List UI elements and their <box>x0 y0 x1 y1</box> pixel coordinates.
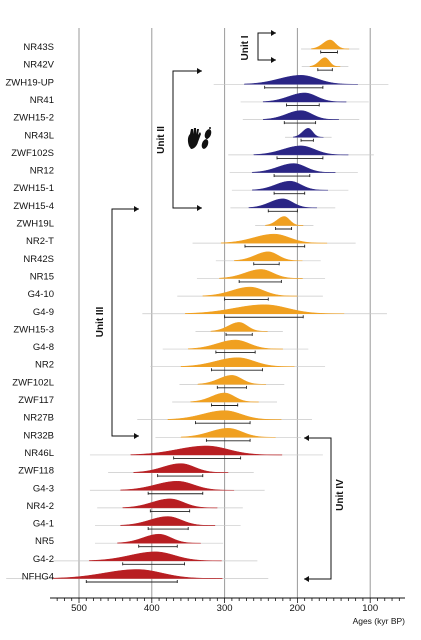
density-ZWH15-1 <box>252 180 329 191</box>
sample-label: NR43L <box>24 130 54 141</box>
density-ZWH15-2 <box>262 110 340 120</box>
sample-label: G4-2 <box>33 554 54 565</box>
x-axis: Ages (kyr BP) 500 400 300 200 100 <box>50 597 406 626</box>
arrow-head <box>134 206 139 212</box>
density-ZWH15-3 <box>210 322 268 332</box>
sample-label: G4-1 <box>33 519 54 530</box>
sample-label: ZWH19-UP <box>5 77 54 88</box>
sample-label: NR2-T <box>26 236 54 247</box>
density-NR4-2 <box>122 498 218 509</box>
sample-label: G4-9 <box>33 307 54 318</box>
sample-label: G4-10 <box>28 289 54 300</box>
x-tick-label-400: 400 <box>144 603 160 614</box>
density-NR12 <box>251 163 336 173</box>
sample-label: NR12 <box>30 166 54 177</box>
bracket-line <box>257 32 276 61</box>
density-NR27B <box>167 410 282 420</box>
unit-bracket: Unit IV <box>304 435 346 582</box>
sample-label: NR27B <box>23 413 54 424</box>
density-NR2-T <box>220 233 328 244</box>
density-ridges <box>6 39 389 583</box>
x-tick-label-300: 300 <box>217 603 233 614</box>
density-NR32B <box>180 428 276 438</box>
sample-label: NR5 <box>35 536 54 547</box>
arrow-head <box>304 576 309 582</box>
arrow-head <box>304 435 309 441</box>
density-G4-1 <box>120 516 216 526</box>
bracket-line <box>111 208 139 437</box>
density-NR2 <box>180 357 295 367</box>
sample-labels: NR43S NR42V ZWH19-UP NR41 ZWH15-2 NR43L ZWF102… <box>5 42 54 583</box>
sample-label: ZWF117 <box>18 395 54 406</box>
sample-label: G4-8 <box>33 342 54 353</box>
density-ZWH19-UP <box>244 75 359 85</box>
density-G4-9 <box>184 304 345 314</box>
sample-label: ZWH15-2 <box>13 113 54 124</box>
sample-label: NR4-2 <box>27 501 54 512</box>
sample-label: G4-3 <box>33 483 54 494</box>
bracket-line <box>172 70 202 209</box>
sample-label: ZWH15-3 <box>13 324 54 335</box>
unit-bracket: Unit II <box>156 68 202 211</box>
density-NR5 <box>117 533 201 544</box>
unit-bracket: Unit III <box>95 206 139 439</box>
arrow-head <box>197 205 202 211</box>
sample-label: NR32B <box>23 430 54 441</box>
density-ZWF118 <box>133 463 229 473</box>
sample-label: NR42S <box>23 254 54 265</box>
density-NR46L <box>130 445 283 456</box>
sample-label: ZWH15-4 <box>13 201 54 212</box>
density-NR43L <box>292 127 324 138</box>
arrow-head <box>271 57 276 63</box>
unit-label: Unit IV <box>335 479 346 511</box>
sample-label: ZWF118 <box>18 466 54 477</box>
arrow-head <box>271 30 276 36</box>
density-G4-8 <box>187 339 284 350</box>
sample-label: NFHG4 <box>22 572 54 583</box>
density-ZWF102L <box>197 375 267 385</box>
arrow-head <box>134 433 139 439</box>
density-ZWH15-4 <box>248 198 318 209</box>
bracket-line <box>304 437 332 580</box>
x-tick-label-100: 100 <box>362 603 378 614</box>
footprint-handprint-icon <box>187 127 212 149</box>
density-NR42S <box>233 251 303 262</box>
density-NR43S <box>310 39 350 50</box>
x-tick-label-200: 200 <box>289 603 305 614</box>
density-ZWF117 <box>190 392 259 403</box>
x-tick-label-500: 500 <box>71 603 87 614</box>
unit-annotations: Unit I Unit II Unit III Unit IV <box>95 30 346 582</box>
sample-label: NR41 <box>30 95 54 106</box>
sample-label: NR42V <box>23 60 54 71</box>
sample-label: ZWH15-1 <box>13 183 54 194</box>
density-NR42V <box>309 57 341 67</box>
unit-label: Unit I <box>240 35 251 60</box>
sample-label: NR2 <box>35 360 54 371</box>
density-NR41 <box>262 92 347 103</box>
density-ZWH19L <box>265 216 304 226</box>
density-ZWF102S <box>253 145 349 156</box>
sample-label: NR46L <box>24 448 54 459</box>
sample-label: NR15 <box>30 271 54 282</box>
density-G4-10 <box>202 286 298 297</box>
density-NR15 <box>219 269 303 279</box>
sample-label: ZWF102S <box>11 148 54 159</box>
unit-bracket: Unit I <box>240 30 276 63</box>
sample-label: ZWH19L <box>17 219 54 230</box>
x-axis-title: Ages (kyr BP) <box>353 616 406 626</box>
unit-label: Unit III <box>95 307 106 338</box>
density-G4-3 <box>120 480 235 491</box>
unit-label: Unit II <box>156 126 167 154</box>
density-NFHG4 <box>51 569 223 579</box>
density-G4-2 <box>88 551 222 562</box>
sample-label: NR43S <box>23 42 54 53</box>
sample-label: ZWF102L <box>12 377 54 388</box>
arrow-head <box>197 68 202 74</box>
